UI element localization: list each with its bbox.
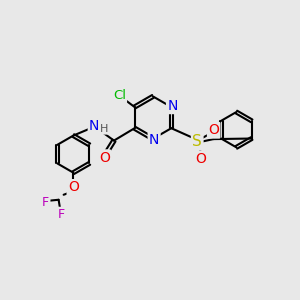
Text: N: N (89, 119, 99, 133)
Text: N: N (167, 99, 178, 113)
Text: F: F (42, 196, 49, 208)
Text: O: O (68, 180, 79, 194)
Text: F: F (57, 208, 64, 221)
Text: O: O (99, 151, 110, 165)
Text: S: S (192, 134, 202, 149)
Text: Cl: Cl (113, 89, 126, 102)
Text: N: N (149, 133, 159, 147)
Text: O: O (208, 123, 219, 137)
Text: O: O (195, 152, 206, 166)
Text: H: H (100, 124, 108, 134)
